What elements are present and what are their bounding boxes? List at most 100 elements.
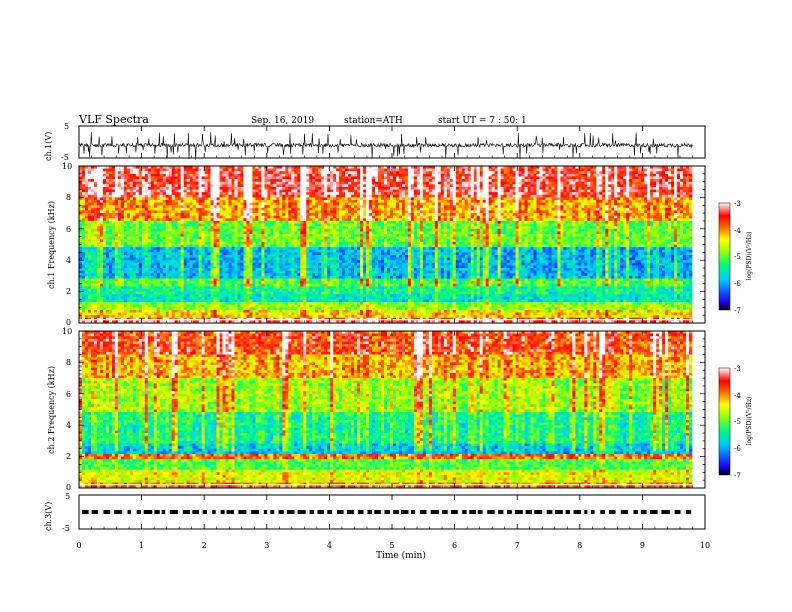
spec1-cell	[647, 226, 650, 229]
spec1-cell	[653, 174, 656, 177]
spec1-cell	[226, 192, 229, 195]
spec1-cell	[665, 195, 668, 198]
spec1-cell	[498, 195, 501, 198]
spec1-cell	[315, 224, 318, 227]
spec1-cell	[626, 224, 629, 227]
spec1-cell	[172, 203, 175, 206]
spec1-cell	[599, 179, 602, 182]
spec1-cell	[477, 224, 480, 227]
spec1-cell	[534, 203, 537, 206]
spec1-cell	[130, 205, 133, 208]
spec1-cell	[450, 216, 453, 219]
spec1-cell	[85, 174, 88, 177]
spec1-cell	[614, 224, 617, 227]
spec1-cell	[264, 184, 267, 187]
spec1-cell	[665, 184, 668, 187]
spec1-cell	[438, 195, 441, 198]
spec1-cell	[336, 218, 339, 221]
spec1-cell	[169, 205, 172, 208]
spec1-cell	[115, 197, 118, 200]
spec1-cell	[351, 187, 354, 190]
spec1-cell	[79, 229, 82, 232]
spec1-cell	[100, 203, 103, 206]
spec1-cell	[354, 203, 357, 206]
spec1-cell	[345, 179, 348, 182]
spec1-cell	[650, 184, 653, 187]
spec1-cell	[184, 200, 187, 203]
spec1-cell	[629, 176, 632, 179]
spec1-cell	[205, 179, 208, 182]
spec1-cell	[414, 182, 417, 185]
spec1-cell	[441, 197, 444, 200]
spec1-cell	[602, 221, 605, 224]
spec1-cell	[435, 184, 438, 187]
spec1-cell	[474, 192, 477, 195]
spec1-cell	[258, 171, 261, 174]
spec1-cell	[650, 169, 653, 172]
spec1-cell	[411, 169, 414, 172]
spec1-cell	[411, 213, 414, 216]
spec1-cell	[569, 174, 572, 177]
spec1-cell	[336, 213, 339, 216]
spec1-cell	[408, 192, 411, 195]
spec1-cell	[551, 197, 554, 200]
spec1-cell	[282, 169, 285, 172]
spec1-cell	[426, 213, 429, 216]
spec1-cell	[336, 203, 339, 206]
spec1-cell	[516, 179, 519, 182]
spec1-cell	[148, 174, 151, 177]
spec1-cell	[674, 195, 677, 198]
spec1-cell	[127, 190, 130, 193]
spec1-cell	[575, 224, 578, 227]
spec1-cell	[650, 200, 653, 203]
spec1-cell	[489, 187, 492, 190]
spec1-cell	[246, 171, 249, 174]
spec1-cell	[686, 176, 689, 179]
spec1-cell	[345, 221, 348, 224]
spec1-cell	[303, 179, 306, 182]
spec1-cell	[686, 192, 689, 195]
spec1-cell	[534, 197, 537, 200]
spec1-cell	[453, 221, 456, 224]
ch1-waveform-ticks	[79, 126, 705, 158]
spec1-cell	[453, 184, 456, 187]
spec1-cell	[193, 195, 196, 198]
spec1-cell	[246, 179, 249, 182]
spec1-cell	[623, 197, 626, 200]
spec1-cell	[97, 179, 100, 182]
spec1-cell	[489, 216, 492, 219]
spec1-cell	[220, 192, 223, 195]
spec1-cell	[234, 213, 237, 216]
spec1-cell	[620, 213, 623, 216]
spec1-cell	[501, 224, 504, 227]
spec1-cell	[309, 200, 312, 203]
spec1-cell	[668, 216, 671, 219]
spec1-cell	[393, 200, 396, 203]
spec1-cell	[297, 197, 300, 200]
spec1-cell	[689, 226, 692, 229]
spec1-cell	[686, 195, 689, 198]
spec1-cell	[572, 187, 575, 190]
spec1-cell	[465, 213, 468, 216]
spec1-cell	[175, 195, 178, 198]
spec1-cell	[641, 184, 644, 187]
spec1-cell	[294, 192, 297, 195]
spec1-cell	[360, 182, 363, 185]
spec1-cell	[596, 226, 599, 229]
spec1-cell	[614, 200, 617, 203]
spec1-cell	[602, 174, 605, 177]
spec1-cell	[115, 203, 118, 206]
spec1-cell	[264, 224, 267, 227]
spec1-cell	[360, 200, 363, 203]
spec1-cell	[629, 208, 632, 211]
spec1-cell	[590, 208, 593, 211]
spec1-cell	[160, 216, 163, 219]
spec1-cell	[492, 224, 495, 227]
spec1-cell	[333, 174, 336, 177]
spec1-cell	[279, 200, 282, 203]
spec1-cell	[513, 226, 516, 229]
spec1-cell	[193, 221, 196, 224]
spec1-cell	[611, 224, 614, 227]
spec1-cell	[459, 182, 462, 185]
